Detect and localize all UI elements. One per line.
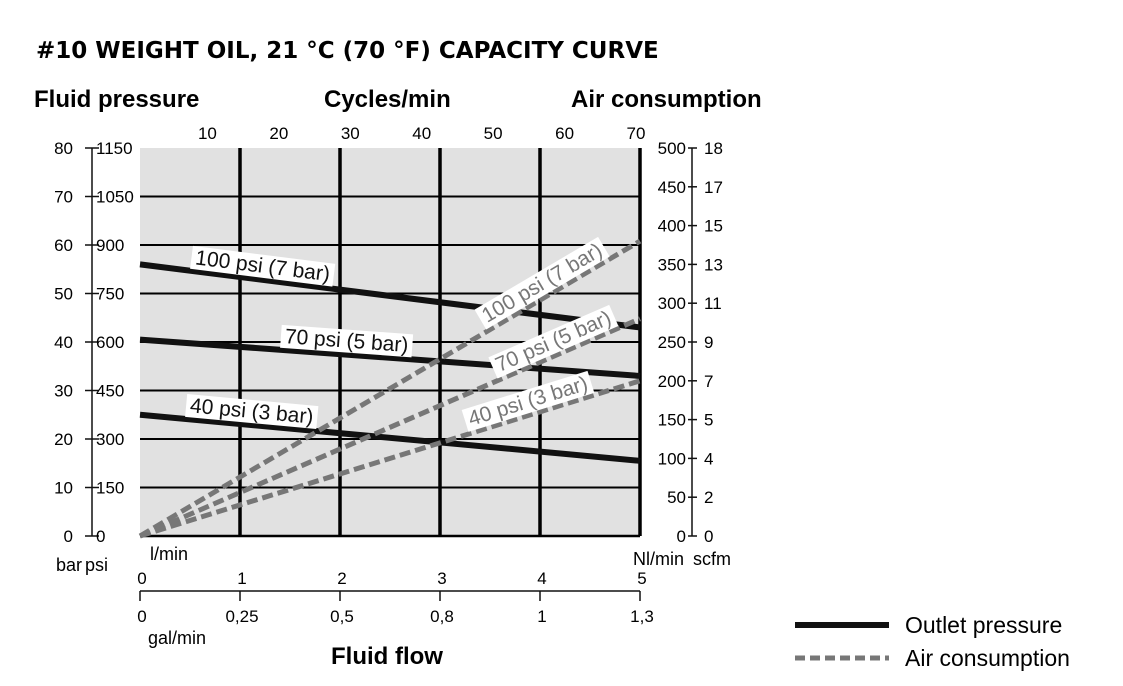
x-secondary-tick: 0: [137, 607, 146, 626]
x-primary-tick: 2: [337, 569, 346, 588]
y-right-nl-tick: 150: [658, 411, 686, 430]
outlet-pressure-line: [139, 261, 641, 331]
y-left-bar-tick: 60: [54, 236, 73, 255]
y-right-scfm-tick: 9: [704, 333, 713, 352]
y-right-unit-scfm: scfm: [693, 549, 731, 569]
legend-air-label: Air consumption: [905, 645, 1070, 671]
x-primary-tick: 4: [537, 569, 546, 588]
x-primary-tick: 5: [637, 569, 646, 588]
chart-title: #10 WEIGHT OIL, 21 °C (70 °F) CAPACITY C…: [36, 38, 659, 64]
y-right-scfm-tick: 13: [704, 255, 723, 274]
air-consumption-line: [139, 316, 641, 539]
series-label-background: [280, 324, 414, 358]
y-left-unit-psi: psi: [85, 555, 108, 575]
top-axis-tick: 40: [412, 124, 431, 143]
series-label-background: [474, 236, 610, 330]
y-left-unit-bar: bar: [56, 555, 82, 575]
y-right-scfm-tick: 18: [704, 139, 723, 158]
y-left-bar-tick: 30: [54, 382, 73, 401]
top-axis-title: Cycles/min: [324, 86, 451, 113]
series-label-group: 70 psi (5 bar): [280, 324, 414, 358]
y-left-psi-tick: 1150: [96, 139, 133, 158]
y-right-axis-title: Air consumption: [571, 86, 762, 113]
y-right-scfm-tick: 2: [704, 488, 713, 507]
x-primary-tick: 3: [437, 569, 446, 588]
y-left-psi-tick: 150: [96, 479, 124, 498]
y-left-bar-tick: 40: [54, 333, 73, 352]
y-left-bar-tick: 50: [54, 285, 73, 304]
top-axis-tick: 60: [555, 124, 574, 143]
x-axis-ticks: 0 1 2 3 4 5 0 0,25 0,5 0,8 1 1,3: [137, 569, 654, 626]
top-axis-tick: 70: [627, 124, 646, 143]
y-right-nl-tick: 450: [658, 178, 686, 197]
y-right-nl-tick: 250: [658, 333, 686, 352]
air-consumption-line: [139, 378, 641, 539]
y-left-psi-tick: 750: [96, 285, 124, 304]
y-right-nl-tick: 50: [667, 488, 686, 507]
x-secondary-tick: 0,5: [330, 607, 354, 626]
y-left-psi-tick: 450: [96, 382, 124, 401]
series-label-background: [185, 393, 319, 429]
y-right-nl-tick: 0: [677, 527, 686, 546]
y-left-bar-tick: 80: [54, 139, 73, 158]
y-right-scfm-tick: 5: [704, 411, 713, 430]
y-right-scfm-tick: 11: [704, 294, 722, 313]
y-right-nl-tick: 400: [658, 217, 686, 236]
y-right-scfm-tick: 0: [704, 527, 713, 546]
y-right-nl-tick: 300: [658, 294, 686, 313]
y-left-axis-title: Fluid pressure: [34, 86, 199, 113]
y-right-nl-tick: 500: [658, 139, 686, 158]
x-primary-tick: 1: [237, 569, 246, 588]
y-right-scfm-tick: 4: [704, 449, 713, 468]
x-secondary-tick: 1: [537, 607, 546, 626]
legend: Outlet pressure Air consumption: [795, 612, 1070, 671]
y-right-unit-nl: Nl/min: [633, 549, 684, 569]
y-left-psi-tick: 0: [96, 527, 105, 546]
y-left-bar-tick: 10: [54, 479, 73, 498]
y-left-psi-tick: 300: [96, 430, 124, 449]
y-left-psi-tick: 600: [96, 333, 124, 352]
y-right-scfm-tick: 7: [704, 372, 713, 391]
series-label-background: [488, 304, 619, 379]
x-secondary-tick: 1,3: [630, 607, 654, 626]
x-primary-unit: l/min: [150, 544, 188, 564]
y-right-nl-tick: 350: [658, 255, 686, 274]
top-axis-tick: 30: [341, 124, 360, 143]
x-secondary-unit: gal/min: [148, 628, 206, 648]
outlet-pressure-line: [139, 411, 641, 464]
y-right-scfm-tick: 17: [704, 178, 723, 197]
series-label-background: [461, 370, 595, 432]
x-secondary-tick: 0,25: [225, 607, 258, 626]
y-right-ticks: 0 50 100 150 200 250 300 350 400 450 500 0 2 4 5 7 9 11 13…: [658, 139, 723, 546]
outlet-pressure-line: [139, 336, 641, 379]
y-right-nl-tick: 200: [658, 372, 686, 391]
x-secondary-tick: 0,8: [430, 607, 454, 626]
y-left-ticks: 0 10 20 30 40 50 60 70 80 0 150 300 450 600 750 900 1050…: [54, 139, 134, 546]
y-left-bar-tick: 70: [54, 188, 73, 207]
air-consumption-line: [138, 238, 642, 539]
x-axis-title: Fluid flow: [331, 643, 443, 670]
top-axis-ticks: 10 20 30 40 50 60 70: [198, 124, 645, 143]
legend-outlet-label: Outlet pressure: [905, 612, 1062, 638]
y-left-psi-tick: 1050: [96, 188, 134, 207]
y-left-bar-tick: 0: [64, 527, 73, 546]
series-label-background: [190, 245, 336, 287]
y-left-psi-tick: 900: [96, 236, 124, 255]
y-right-scfm-tick: 15: [704, 217, 723, 236]
top-axis-tick: 20: [269, 124, 288, 143]
x-primary-tick: 0: [137, 569, 146, 588]
series-layer: [138, 238, 642, 539]
y-left-bar-tick: 20: [54, 430, 73, 449]
y-right-nl-tick: 100: [658, 449, 686, 468]
top-axis-tick: 50: [484, 124, 503, 143]
top-axis-tick: 10: [198, 124, 217, 143]
